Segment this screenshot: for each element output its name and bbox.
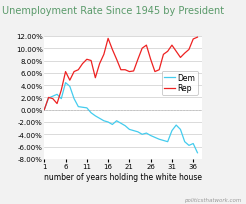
Rep [98, 63, 101, 65]
Dem [166, 141, 169, 143]
Dem [196, 152, 199, 154]
Dem [187, 144, 190, 147]
Dem [141, 133, 144, 136]
Rep [158, 69, 161, 72]
Rep [68, 80, 71, 82]
Rep [73, 71, 76, 73]
Rep [51, 98, 54, 100]
Dem [85, 107, 88, 110]
Rep [137, 59, 139, 61]
Rep [162, 54, 165, 56]
Rep [170, 45, 173, 47]
Rep [102, 54, 105, 56]
Line: Rep: Rep [44, 38, 198, 110]
Dem [90, 112, 92, 114]
Dem [158, 138, 161, 141]
Dem [111, 124, 114, 126]
Rep [192, 39, 195, 41]
Dem [154, 136, 156, 139]
Dem [192, 143, 195, 145]
Dem [132, 130, 135, 132]
Rep [94, 77, 97, 80]
Dem [137, 131, 139, 133]
Rep [154, 71, 156, 73]
Rep [166, 51, 169, 53]
Text: politicsthatwork.com: politicsthatwork.com [184, 197, 241, 202]
Dem [145, 132, 148, 135]
Legend: Dem, Rep: Dem, Rep [162, 71, 198, 95]
Dem [43, 109, 46, 111]
Rep [124, 69, 127, 72]
Dem [149, 135, 152, 137]
Dem [170, 130, 173, 132]
Text: Unemployment Rate Since 1945 by President: Unemployment Rate Since 1945 by Presiden… [2, 6, 225, 16]
Rep [90, 60, 92, 62]
Rep [60, 89, 63, 92]
Dem [56, 94, 59, 96]
Rep [119, 69, 122, 72]
Dem [60, 98, 63, 100]
Rep [47, 97, 50, 99]
Dem [119, 122, 122, 125]
Dem [183, 141, 186, 143]
Rep [175, 51, 178, 53]
Dem [124, 125, 127, 127]
Dem [77, 106, 80, 108]
Rep [187, 49, 190, 51]
Rep [145, 45, 148, 47]
Dem [107, 121, 109, 124]
Rep [64, 71, 67, 73]
Dem [47, 97, 50, 100]
Dem [179, 129, 182, 131]
Rep [111, 49, 114, 51]
Dem [73, 98, 76, 100]
Dem [64, 82, 67, 84]
Dem [94, 115, 97, 118]
Rep [132, 70, 135, 73]
Rep [43, 109, 46, 111]
Rep [81, 63, 84, 65]
Line: Dem: Dem [44, 83, 198, 153]
X-axis label: number of years holding the white house: number of years holding the white house [44, 172, 202, 181]
Dem [68, 86, 71, 88]
Dem [98, 118, 101, 120]
Rep [141, 48, 144, 50]
Rep [56, 103, 59, 105]
Dem [51, 95, 54, 98]
Dem [128, 129, 131, 131]
Dem [175, 124, 178, 127]
Dem [115, 120, 118, 122]
Rep [115, 59, 118, 61]
Rep [183, 53, 186, 55]
Rep [179, 57, 182, 59]
Rep [77, 69, 80, 72]
Dem [162, 140, 165, 142]
Rep [149, 59, 152, 61]
Rep [107, 38, 109, 40]
Dem [81, 106, 84, 109]
Dem [102, 120, 105, 122]
Rep [85, 59, 88, 61]
Rep [196, 37, 199, 39]
Rep [128, 71, 131, 73]
